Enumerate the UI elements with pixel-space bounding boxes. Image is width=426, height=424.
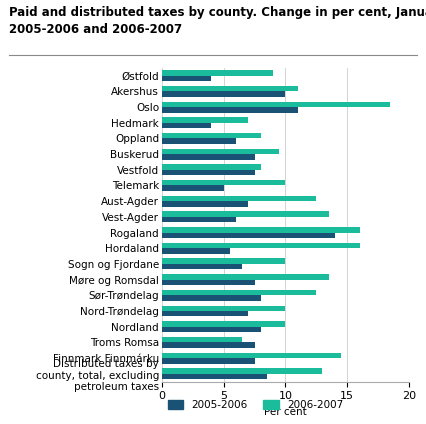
Bar — [162, 117, 248, 123]
Bar — [162, 217, 236, 222]
Bar — [162, 138, 236, 144]
Text: Paid and distributed taxes by county. Change in per cent, January-July,
2005-200: Paid and distributed taxes by county. Ch… — [9, 6, 426, 36]
Bar — [162, 259, 285, 264]
Bar — [162, 248, 230, 254]
Bar — [162, 212, 329, 217]
Bar — [162, 186, 224, 191]
Bar — [162, 91, 285, 97]
Bar — [162, 353, 341, 358]
Bar — [162, 311, 248, 316]
Bar — [162, 180, 285, 186]
Bar — [162, 280, 255, 285]
Bar — [162, 243, 360, 248]
Bar — [162, 107, 298, 112]
Bar — [162, 295, 261, 301]
Bar — [162, 86, 298, 91]
Bar — [162, 264, 242, 269]
Bar — [162, 358, 255, 363]
Legend: 2005-2006, 2006-2007: 2005-2006, 2006-2007 — [164, 396, 348, 415]
Bar — [162, 70, 273, 75]
Bar — [162, 274, 329, 280]
Bar — [162, 75, 211, 81]
Bar — [162, 201, 248, 206]
Bar — [162, 306, 285, 311]
Bar — [162, 374, 267, 379]
Bar — [162, 232, 335, 238]
Bar — [162, 227, 360, 232]
Bar — [162, 149, 279, 154]
Bar — [162, 368, 322, 374]
Bar — [162, 326, 261, 332]
Bar — [162, 337, 242, 343]
Bar — [162, 170, 255, 175]
Bar — [162, 290, 316, 295]
X-axis label: Per cent: Per cent — [264, 407, 307, 417]
Bar — [162, 102, 390, 107]
Bar — [162, 165, 261, 170]
Bar — [162, 196, 316, 201]
Bar — [162, 123, 211, 128]
Bar — [162, 321, 285, 326]
Bar — [162, 343, 255, 348]
Bar — [162, 133, 261, 138]
Bar — [162, 154, 255, 159]
